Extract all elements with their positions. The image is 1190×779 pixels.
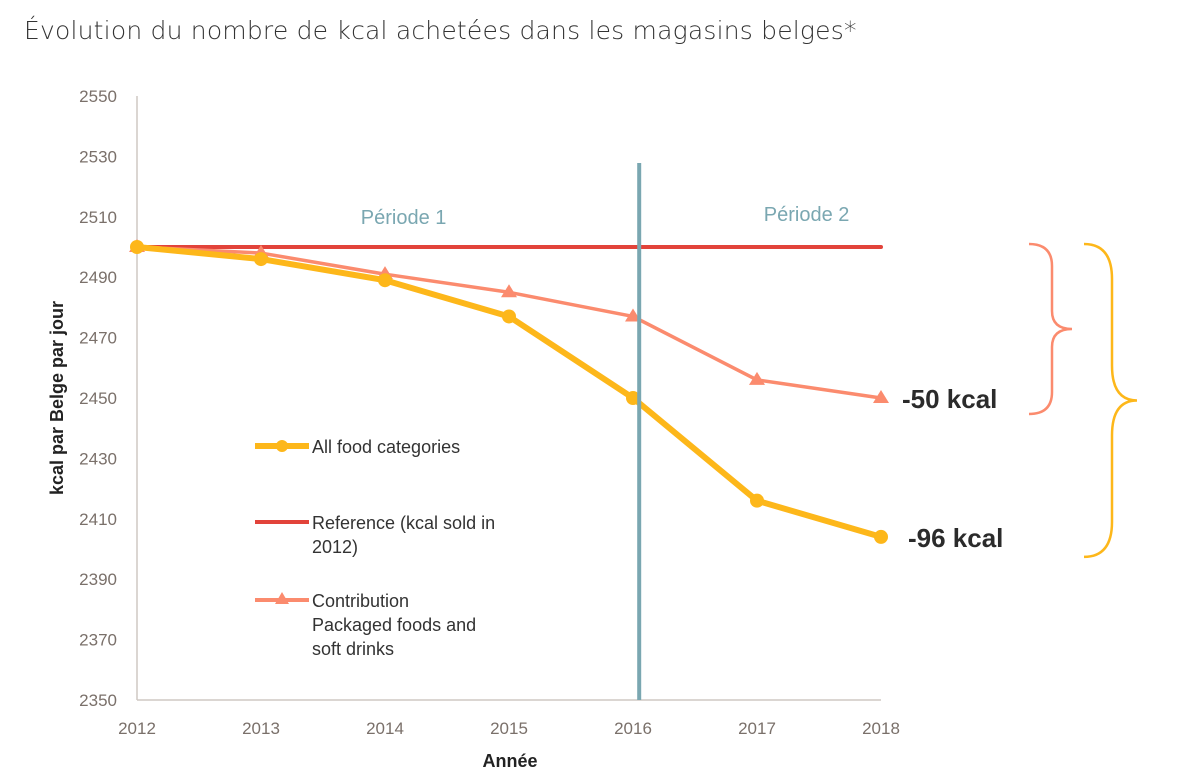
- legend-swatch-marker: [276, 440, 288, 452]
- series-all-food-categories: [130, 240, 888, 544]
- x-tick-label: 2012: [118, 719, 156, 738]
- data-point: [254, 252, 268, 267]
- legend-label: 2012): [312, 537, 358, 557]
- legend-entry: Reference (kcal sold in 2012): [255, 513, 495, 557]
- legend-label: soft drinks: [312, 639, 394, 659]
- y-tick-label: 2550: [79, 87, 117, 106]
- y-tick-label: 2350: [79, 691, 117, 710]
- data-point: [501, 284, 517, 298]
- y-tick-labels: 2550 2530 2510 2490 2470 2450 2430 2410 2390 2370…: [79, 87, 117, 710]
- y-tick-label: 2430: [79, 449, 117, 468]
- legend-entry: All food categories: [255, 437, 460, 457]
- x-tick-label: 2017: [738, 719, 776, 738]
- y-tick-label: 2470: [79, 329, 117, 348]
- delta-label: -96 kcal: [908, 523, 1003, 553]
- legend: All food categories Reference (kcal sold …: [255, 437, 495, 659]
- data-point: [626, 391, 640, 405]
- delta-label: -50 kcal: [902, 384, 997, 414]
- x-tick-label: 2014: [366, 719, 404, 738]
- data-point: [874, 529, 888, 544]
- x-tick-label: 2013: [242, 719, 280, 738]
- data-point: [130, 240, 144, 254]
- axes: [136, 96, 881, 701]
- x-tick-label: 2015: [490, 719, 528, 738]
- delta-annotations: -50 kcal -96 kcal: [902, 242, 1138, 559]
- legend-label: Reference (kcal sold in: [312, 513, 495, 533]
- data-point: [750, 493, 764, 508]
- x-axis-title: Année: [482, 751, 537, 771]
- brace-contribution: [1028, 242, 1073, 416]
- y-tick-label: 2410: [79, 510, 117, 529]
- chart-title: Évolution du nombre de kcal achetées dan…: [24, 16, 857, 45]
- y-tick-label: 2370: [79, 631, 117, 650]
- x-tick-label: 2018: [862, 719, 900, 738]
- y-tick-label: 2450: [79, 389, 117, 408]
- data-point: [625, 308, 641, 322]
- y-tick-label: 2530: [79, 147, 117, 166]
- legend-entry: Contribution Packaged foods and soft drink…: [255, 591, 476, 659]
- brace-all-food: [1083, 242, 1138, 559]
- series-group: [129, 239, 889, 544]
- y-tick-label: 2490: [79, 268, 117, 287]
- period-label: Période 1: [361, 207, 447, 229]
- data-point: [749, 371, 765, 385]
- y-tick-label: 2510: [79, 208, 117, 227]
- legend-label: All food categories: [312, 437, 460, 457]
- data-point: [378, 273, 392, 288]
- legend-label: Packaged foods and: [312, 615, 476, 635]
- legend-label: Contribution: [312, 591, 409, 611]
- period-label: Période 2: [764, 204, 850, 226]
- x-tick-label: 2016: [614, 719, 652, 738]
- data-point: [873, 390, 889, 403]
- period-labels: Période 1 Période 2: [361, 204, 850, 229]
- y-axis-title: kcal par Belge par jour: [47, 301, 67, 495]
- legend-swatch-marker: [275, 592, 289, 604]
- y-tick-label: 2390: [79, 570, 117, 589]
- data-point: [502, 309, 516, 324]
- x-tick-labels: 2012 2013 2014 2015 2016 2017 2018: [118, 719, 900, 738]
